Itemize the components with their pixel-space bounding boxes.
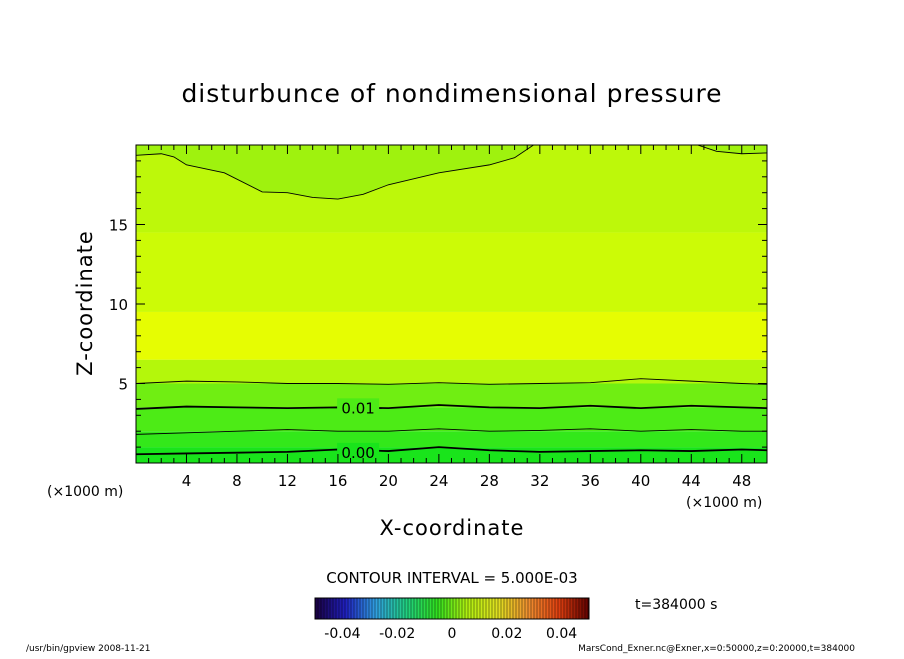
x-unit-right: (×1000 m) xyxy=(686,495,762,511)
x-axis-title: X-coordinate xyxy=(380,516,525,540)
footer-right: MarsCond_Exner.nc@Exner,x=0:50000,z=0:20… xyxy=(578,644,855,654)
top-region-fill-right xyxy=(697,145,767,154)
x-unit-left: (×1000 m) xyxy=(47,484,123,500)
contour-line-0 xyxy=(136,446,767,456)
footer-left: /usr/bin/gpview 2008-11-21 xyxy=(26,644,150,654)
colorbar-tick-label: 0.02 xyxy=(491,626,522,642)
x-tick-label: 40 xyxy=(631,472,650,490)
colorbar-frame xyxy=(314,597,590,620)
y-tick-label: 15 xyxy=(109,217,128,235)
y-tick-label: 5 xyxy=(118,376,128,394)
colorbar-tick-labels: -0.04 -0.02 0 0.02 0.04 xyxy=(324,626,577,642)
x-tick-label: 44 xyxy=(682,472,701,490)
x-tick-label: 16 xyxy=(328,472,347,490)
colorbar-tick-label: 0.04 xyxy=(546,626,577,642)
contour-line-5 xyxy=(697,145,767,155)
x-tick-label: 32 xyxy=(530,472,549,490)
contour-line-2 xyxy=(136,404,767,410)
y-axis-title: Z-coordinate xyxy=(73,230,97,376)
contour-line-4 xyxy=(136,145,534,200)
color-band-2 xyxy=(136,407,767,432)
color-band-4 xyxy=(136,359,767,384)
contour-label-0: 0.01 xyxy=(341,399,374,417)
contour-label-1: 0.00 xyxy=(341,444,374,462)
colorbar-tick-label: 0 xyxy=(448,626,457,642)
y-tick-label: 10 xyxy=(109,296,128,314)
contour-labels: 0.01 0.00 xyxy=(337,398,380,462)
contour-label-bg-0 xyxy=(337,398,380,416)
y-axis-ticks: 5 10 15 xyxy=(109,160,767,448)
color-band-1 xyxy=(136,431,767,448)
color-band-6 xyxy=(136,232,767,312)
colorbar xyxy=(314,597,590,620)
contour-line-3 xyxy=(136,378,767,385)
x-tick-label: 8 xyxy=(232,472,242,490)
colorbar-tick-label: -0.02 xyxy=(379,626,415,642)
top-region-fill xyxy=(136,145,534,200)
x-tick-label: 20 xyxy=(379,472,398,490)
colorbar-gradient xyxy=(315,598,589,619)
x-tick-label: 48 xyxy=(732,472,751,490)
chart-title: disturbunce of nondimensional pressure xyxy=(181,79,722,108)
x-axis-ticks: 4 8 12 16 20 24 28 32 36 40 44 48 xyxy=(148,145,755,490)
contour-lines xyxy=(136,145,767,456)
color-band-5 xyxy=(136,311,767,360)
contour-label-bg-1 xyxy=(337,442,380,460)
color-fill-bands xyxy=(136,145,767,463)
color-band-3 xyxy=(136,383,767,408)
colorbar-tick-label: -0.04 xyxy=(324,626,360,642)
x-tick-label: 24 xyxy=(429,472,448,490)
x-tick-label: 28 xyxy=(480,472,499,490)
x-tick-label: 4 xyxy=(182,472,192,490)
contour-line-1 xyxy=(136,428,767,435)
contour-interval-label: CONTOUR INTERVAL = 5.000E-03 xyxy=(326,569,577,587)
time-label: t=384000 s xyxy=(635,597,717,613)
x-tick-label: 36 xyxy=(581,472,600,490)
x-tick-label: 12 xyxy=(278,472,297,490)
